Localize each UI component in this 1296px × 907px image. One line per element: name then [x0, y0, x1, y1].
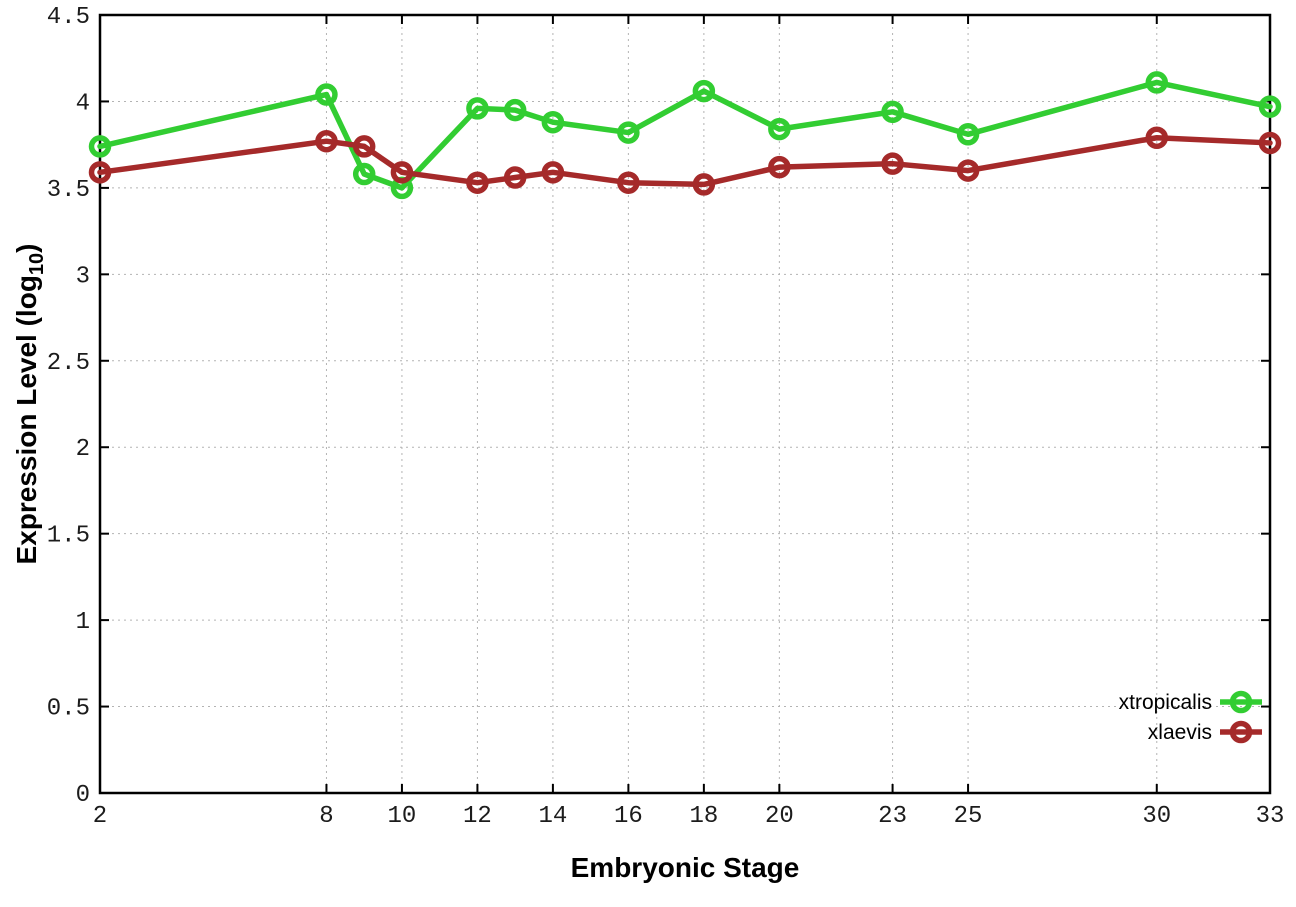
x-tick-label-33: 33	[1256, 803, 1285, 830]
data-point-xtropicalis-stage-13	[503, 98, 527, 122]
legend-label-xtropicalis: xtropicalis	[1119, 691, 1212, 714]
data-point-xlaevis-stage-13	[503, 166, 527, 189]
plot-frame	[98, 13, 1272, 795]
y-tick-label-0.5: 0.5	[47, 696, 90, 723]
x-tick-label-14: 14	[538, 803, 567, 830]
series-xlaevis	[88, 126, 1282, 196]
y-tick-label-2: 2	[76, 436, 90, 463]
plot-border	[98, 13, 1272, 795]
grid-lines	[100, 15, 1270, 793]
legend-item-xtropicalis: xtropicalis	[1119, 690, 1262, 714]
data-point-xtropicalis-stage-25	[956, 123, 980, 146]
series-line-xlaevis	[97, 135, 1273, 188]
data-point-xlaevis-stage-23	[881, 152, 904, 175]
data-point-xtropicalis-stage-8	[315, 83, 338, 106]
legend-sample-marker-xlaevis	[1229, 720, 1253, 744]
y-tick-label-4.5: 4.5	[47, 4, 90, 31]
y-tick-label-4: 4	[76, 90, 90, 117]
y-tick-label-3.5: 3.5	[47, 177, 90, 204]
x-tick-label-18: 18	[689, 803, 718, 830]
data-point-xlaevis-stage-20	[768, 155, 791, 179]
x-tick-label-20: 20	[765, 803, 794, 830]
y-axis-title: Expression Level (log10)	[11, 244, 48, 565]
series-line-xtropicalis	[97, 79, 1273, 191]
data-point-xtropicalis-stage-9	[352, 162, 376, 186]
x-axis-title: Embryonic Stage	[571, 852, 800, 883]
x-tick-label-23: 23	[878, 803, 907, 830]
data-point-xlaevis-stage-10	[390, 161, 414, 184]
data-point-xtropicalis-stage-12	[466, 97, 489, 120]
data-point-xtropicalis-stage-16	[617, 121, 640, 144]
data-point-xlaevis-stage-12	[466, 171, 489, 194]
x-tick-label-10: 10	[388, 803, 417, 830]
data-series	[88, 71, 1282, 200]
data-point-xtropicalis-stage-20	[768, 117, 791, 141]
data-point-xtropicalis-stage-30	[1145, 71, 1169, 94]
legend: xtropicalis xlaevis	[1119, 690, 1262, 744]
x-tick-label-2: 2	[93, 803, 107, 830]
x-tick-label-30: 30	[1142, 803, 1171, 830]
y-tick-label-1: 1	[76, 609, 90, 636]
data-point-xlaevis-stage-8	[315, 129, 338, 153]
y-tick-label-0: 0	[76, 782, 90, 809]
y-tick-label-3: 3	[76, 263, 90, 290]
legend-sample-marker-xtropicalis	[1229, 690, 1253, 714]
x-tick-label-12: 12	[463, 803, 492, 830]
data-point-xlaevis-stage-33	[1258, 131, 1282, 155]
data-point-xtropicalis-stage-14	[541, 110, 565, 134]
data-point-xlaevis-stage-14	[541, 161, 565, 184]
data-point-xlaevis-stage-30	[1145, 126, 1169, 150]
data-point-xlaevis-stage-16	[617, 171, 640, 194]
x-tick-label-16: 16	[614, 803, 643, 830]
data-point-xtropicalis-stage-33	[1258, 95, 1282, 118]
data-point-xlaevis-stage-9	[352, 135, 376, 158]
y-tick-label-1.5: 1.5	[47, 523, 90, 550]
data-point-xtropicalis-stage-18	[692, 79, 716, 103]
data-point-xtropicalis-stage-23	[881, 100, 904, 124]
legend-label-xlaevis: xlaevis	[1148, 721, 1212, 744]
legend-item-xlaevis: xlaevis	[1148, 720, 1262, 744]
data-point-xlaevis-stage-18	[692, 173, 716, 196]
tick-labels: 2 8 10 12 14 16 18 20 23 25 30 33 0 0.5 1 1.5 2 2.5 3 3.5 4 4…	[47, 4, 1285, 830]
data-point-xlaevis-stage-2	[88, 161, 112, 184]
data-point-xlaevis-stage-25	[956, 159, 980, 182]
y-tick-label-2.5: 2.5	[47, 350, 90, 377]
series-xtropicalis	[88, 71, 1282, 200]
data-point-xtropicalis-stage-2	[88, 135, 112, 158]
x-tick-label-8: 8	[319, 803, 333, 830]
x-tick-label-25: 25	[954, 803, 983, 830]
